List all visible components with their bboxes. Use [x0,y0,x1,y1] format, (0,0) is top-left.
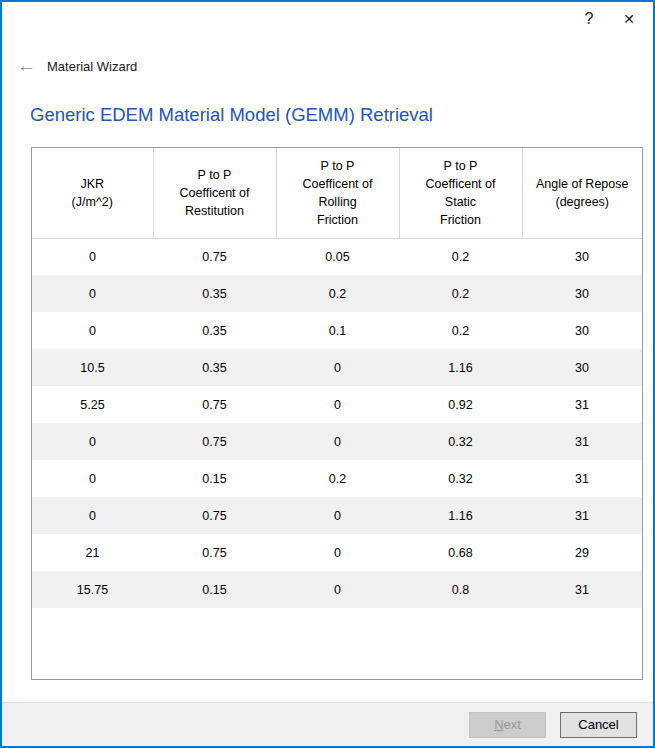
help-icon: ? [585,10,594,27]
cell-static-friction: 0.32 [399,460,522,497]
cell-jkr: 10.5 [32,349,153,386]
table-row[interactable]: 15.75 0.15 0 0.8 31 [32,571,642,608]
cell-rolling-friction: 0.2 [276,460,399,497]
table-row[interactable]: 0 0.75 0.05 0.2 30 [32,238,642,275]
cell-rolling-friction: 0.2 [276,275,399,312]
column-header-restitution: P to P Coefficent of Restitution [153,148,276,238]
cell-angle-of-repose: 30 [522,238,642,275]
column-header-angle-of-repose: Angle of Repose (degrees) [522,148,642,238]
gemm-results-table: JKR (J/m^2) P to P Coefficent of Restitu… [31,147,643,680]
cell-static-friction: 1.16 [399,349,522,386]
table-row[interactable]: 0 0.75 0 1.16 31 [32,497,642,534]
cell-jkr: 0 [32,460,153,497]
cell-angle-of-repose: 31 [522,571,642,608]
table-row[interactable]: 0 0.35 0.1 0.2 30 [32,312,642,349]
cell-restitution: 0.35 [153,275,276,312]
next-button[interactable]: Next [469,712,546,738]
cell-static-friction: 0.2 [399,275,522,312]
table-row[interactable]: 5.25 0.75 0 0.92 31 [32,386,642,423]
wizard-title: Material Wizard [47,59,137,74]
cell-rolling-friction: 0 [276,423,399,460]
titlebar-controls: ? ✕ [578,8,640,30]
wizard-nav: ← Material Wizard [17,54,137,78]
material-wizard-window: ? ✕ ← Material Wizard Generic EDEM Mater… [0,0,655,748]
page-title: Generic EDEM Material Model (GEMM) Retri… [30,104,433,126]
cell-rolling-friction: 0 [276,497,399,534]
table-row[interactable]: 0 0.15 0.2 0.32 31 [32,460,642,497]
table-row[interactable]: 21 0.75 0 0.68 29 [32,534,642,571]
back-arrow-icon: ← [17,55,36,76]
cell-restitution: 0.15 [153,571,276,608]
cell-angle-of-repose: 31 [522,423,642,460]
cell-restitution: 0.35 [153,349,276,386]
cell-angle-of-repose: 31 [522,386,642,423]
cell-jkr: 0 [32,238,153,275]
cell-jkr: 0 [32,423,153,460]
cell-jkr: 15.75 [32,571,153,608]
cell-static-friction: 0.2 [399,238,522,275]
cell-angle-of-repose: 29 [522,534,642,571]
help-button[interactable]: ? [578,8,600,30]
table-row[interactable]: 0 0.35 0.2 0.2 30 [32,275,642,312]
cell-static-friction: 0.2 [399,312,522,349]
table-row[interactable]: 0 0.75 0 0.32 31 [32,423,642,460]
cell-rolling-friction: 0.05 [276,238,399,275]
column-header-jkr: JKR (J/m^2) [32,148,153,238]
cell-static-friction: 1.16 [399,497,522,534]
cell-restitution: 0.75 [153,386,276,423]
cell-static-friction: 0.92 [399,386,522,423]
cell-restitution: 0.75 [153,497,276,534]
table-header-row: JKR (J/m^2) P to P Coefficent of Restitu… [32,148,642,238]
cell-restitution: 0.35 [153,312,276,349]
cell-jkr: 0 [32,497,153,534]
column-header-rolling-friction: P to P Coefficent of Rolling Friction [276,148,399,238]
cell-restitution: 0.75 [153,423,276,460]
cell-angle-of-repose: 30 [522,349,642,386]
cell-rolling-friction: 0 [276,534,399,571]
table-row[interactable]: 10.5 0.35 0 1.16 30 [32,349,642,386]
cell-restitution: 0.75 [153,534,276,571]
cell-angle-of-repose: 31 [522,497,642,534]
cell-angle-of-repose: 30 [522,312,642,349]
cell-jkr: 5.25 [32,386,153,423]
footer-bar: Next Cancel [2,702,653,746]
column-header-static-friction: P to P Coefficent of Static Friction [399,148,522,238]
cell-angle-of-repose: 31 [522,460,642,497]
back-button[interactable]: ← [17,55,36,77]
cell-jkr: 0 [32,275,153,312]
cell-restitution: 0.15 [153,460,276,497]
cell-rolling-friction: 0 [276,571,399,608]
close-button[interactable]: ✕ [618,8,640,30]
cancel-button[interactable]: Cancel [560,712,637,738]
cell-static-friction: 0.68 [399,534,522,571]
cell-rolling-friction: 0.1 [276,312,399,349]
cell-static-friction: 0.32 [399,423,522,460]
close-icon: ✕ [623,11,635,27]
cell-rolling-friction: 0 [276,349,399,386]
cell-jkr: 21 [32,534,153,571]
cell-jkr: 0 [32,312,153,349]
cell-static-friction: 0.8 [399,571,522,608]
cell-restitution: 0.75 [153,238,276,275]
cell-rolling-friction: 0 [276,386,399,423]
cell-angle-of-repose: 30 [522,275,642,312]
